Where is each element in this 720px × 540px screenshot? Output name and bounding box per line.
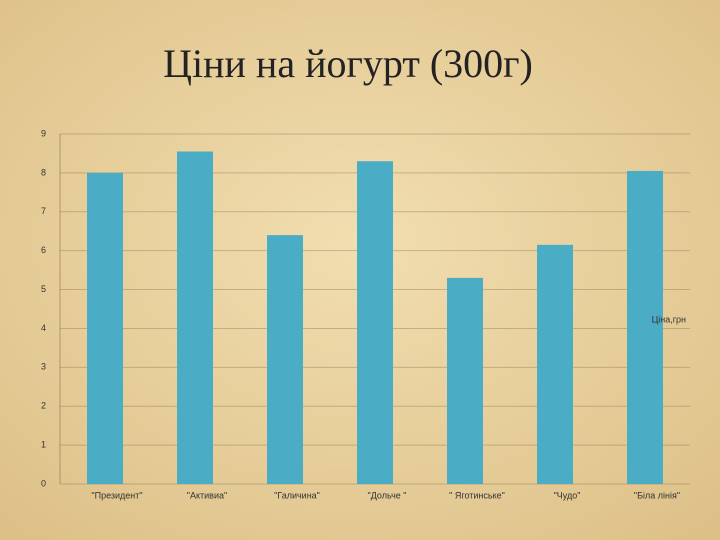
x-tick-label: " Яготинське" xyxy=(449,490,505,500)
y-tick-label: 1 xyxy=(41,439,46,449)
y-tick-label: 7 xyxy=(41,206,46,216)
x-tick-label: "Активиа" xyxy=(187,490,227,500)
bar xyxy=(177,151,213,484)
y-tick-label: 6 xyxy=(41,245,46,255)
x-tick-label: "Біла лінія" xyxy=(634,490,680,500)
bar xyxy=(267,235,303,484)
bar xyxy=(357,161,393,484)
y-tick-label: 0 xyxy=(41,478,46,488)
bar xyxy=(537,244,573,484)
y-tick-label: 3 xyxy=(41,362,46,372)
legend-label: Ціна,грн xyxy=(652,314,686,324)
y-tick-label: 2 xyxy=(41,401,46,411)
x-tick-label: "Дольче " xyxy=(368,490,407,500)
x-tick-label: "Президент" xyxy=(91,490,142,500)
bar xyxy=(87,172,123,484)
x-tick-label: "Чудо" xyxy=(554,490,581,500)
bar xyxy=(447,277,483,484)
x-tick-label: "Галичина" xyxy=(274,490,320,500)
y-tick-label: 5 xyxy=(41,284,46,294)
chart-title: Ціни на йогурт (300г) xyxy=(163,41,533,86)
bar xyxy=(627,170,663,484)
y-tick-label: 8 xyxy=(41,167,46,177)
y-tick-label: 4 xyxy=(41,323,46,333)
y-tick-label: 9 xyxy=(41,128,46,138)
